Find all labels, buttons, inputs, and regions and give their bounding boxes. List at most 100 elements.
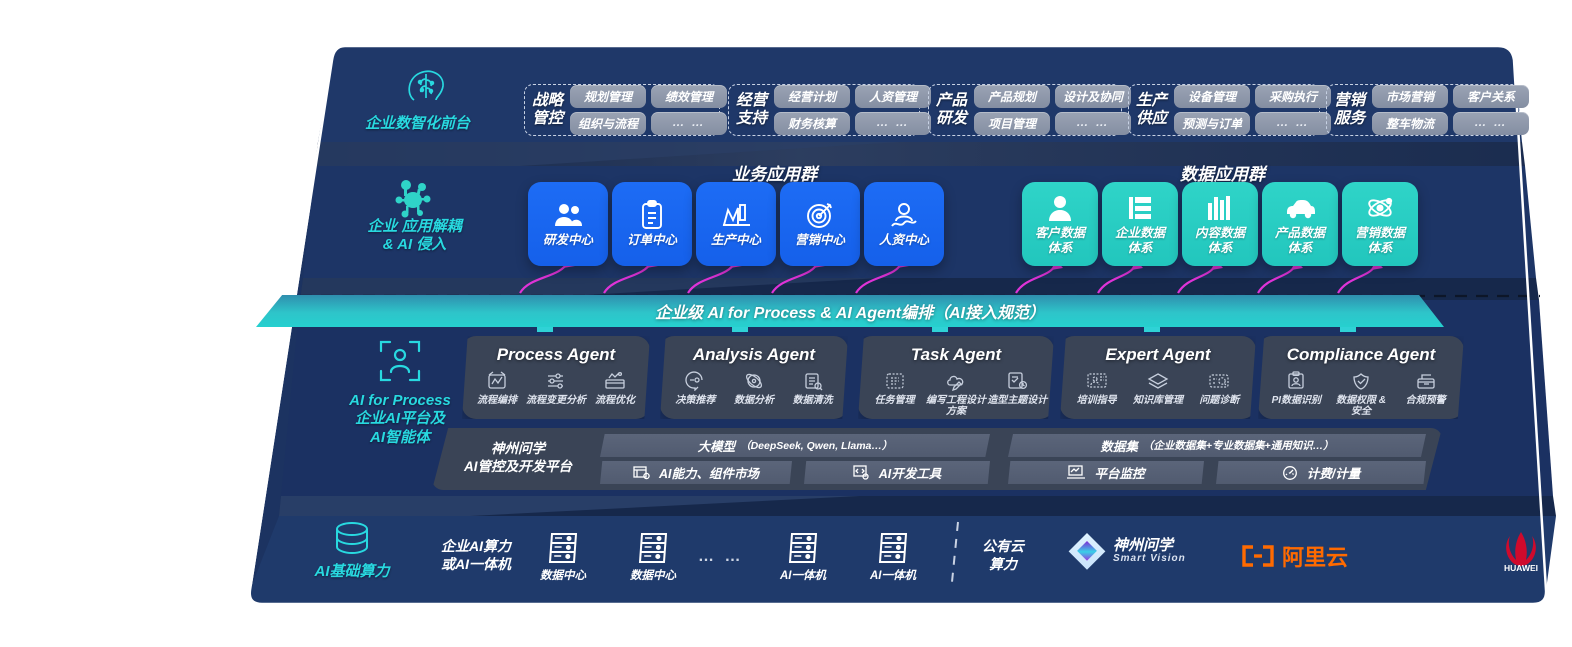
agent-item[interactable]: 问题诊断 [1189,370,1249,406]
platform-panel: 神州问学 AI管控及开发平台 大模型 （DeepSeek, Qwen, Llam… [432,428,1442,490]
strategy-group-5[interactable]: 营销 服务 市场营销 客户关系 整车物流… … [1326,84,1530,136]
strategy-pill[interactable]: 预测与订单 [1174,112,1251,135]
strategy-pill[interactable]: … … [1055,112,1132,135]
strategy-pill[interactable]: 人资管理 [855,85,932,108]
agent-item[interactable]: 编写工程设计方案 [926,370,986,417]
strategy-pill[interactable]: 产品规划 [974,85,1051,108]
strategy-pill[interactable]: 组织与流程 [570,112,647,135]
agent-item[interactable]: 流程变更分析 [526,370,586,406]
agent-item-label: 编写工程设计方案 [925,395,986,417]
strategy-pill[interactable]: … … [1453,112,1530,135]
platform-bar-dataset[interactable]: 数据集 （企业数据集+专业数据集+通用知识…） [1008,434,1426,457]
strategy-pill[interactable]: … … [1255,112,1332,135]
analysis-atom-icon [743,370,765,392]
platform-bar-llm[interactable]: 大模型 （DeepSeek, Qwen, Llama…） [600,434,990,457]
agent-item[interactable]: 决策推荐 [666,370,725,406]
person-chart-icon [889,200,919,230]
agent-card-3[interactable]: Task Agent 任务管理 编写工程设计方案 造型主题设计 [858,336,1054,419]
strategy-pill[interactable]: 设备管理 [1174,85,1251,108]
gauge-icon [1282,465,1298,481]
layers-icon [1147,370,1169,392]
market-icon [633,465,650,480]
agent-item[interactable]: 造型主题设计 [987,370,1047,406]
agent-item-label: 流程编排 [477,395,517,406]
logo-aliyun: 阿里云 [1240,540,1348,572]
agent-card-4[interactable]: Expert Agent 培训指导 知识库管理 问题诊断 [1060,336,1256,419]
infra-node-3[interactable]: AI一体机 [780,530,826,584]
business-app-card-4[interactable]: 营销中心 [780,182,860,266]
agent-item[interactable]: 培训指导 [1067,370,1127,406]
agent-item[interactable]: 知识库管理 [1128,370,1188,406]
target-icon [806,200,834,230]
task-grid-icon [884,370,906,392]
factory-icon [721,200,751,230]
agent-item[interactable]: PI数据识别 [1266,370,1326,406]
agent-title: Analysis Agent [692,345,816,364]
bars-icon [1206,193,1234,223]
business-app-card-3[interactable]: 生产中心 [696,182,776,266]
data-app-card-4[interactable]: 产品数据 体系 [1262,182,1338,266]
business-app-card-5[interactable]: 人资中心 [864,182,944,266]
server-icon [786,530,820,566]
agent-item-label: 数据权限 & 安全 [1335,395,1386,417]
agent-item[interactable]: 数据权限 & 安全 [1331,370,1391,417]
agent-card-1[interactable]: Process Agent 流程编排 流程变更分析 流程优化 [462,336,650,419]
strategy-pill[interactable]: 经营计划 [774,85,851,108]
business-app-card-2[interactable]: 订单中心 [612,182,692,266]
strategy-pill[interactable]: 整车物流 [1372,112,1449,135]
strategy-pill[interactable]: … … [651,112,728,135]
strategy-group-4[interactable]: 生产 供应 设备管理 采购执行 预测与订单… … [1128,84,1332,136]
strategy-group-1[interactable]: 战略 管控 规划管理 绩效管理 组织与流程… … [524,84,728,136]
strategy-pill[interactable]: 客户关系 [1453,85,1530,108]
agent-item[interactable]: 流程编排 [468,370,526,406]
data-app-card-1[interactable]: 客户数据 体系 [1022,182,1098,266]
data-app-card-3[interactable]: 内容数据 体系 [1182,182,1258,266]
data-app-card-2[interactable]: 企业数据 体系 [1102,182,1178,266]
platform-bar-market[interactable]: AI能力、组件市场 [600,461,792,484]
agent-item[interactable]: 任务管理 [865,370,925,406]
person-scan-icon [379,340,421,382]
agent-title: Expert Agent [1105,345,1211,364]
agent-item[interactable]: 合规预警 [1396,370,1456,406]
agent-item[interactable]: 流程优化 [586,370,644,406]
strategy-group-2[interactable]: 经营 支持 经营计划 人资管理 财务核算… … [728,84,932,136]
clipboard-icon [640,200,664,230]
huawei-flower-icon: HUAWEI [1504,532,1538,572]
strategy-group-title: 战略 管控 [532,92,564,127]
data-apps-title: 数据应用群 [1180,165,1265,184]
car-icon [1284,193,1316,223]
strategy-pill[interactable]: 财务核算 [774,112,851,135]
infra-node-2[interactable]: 数据中心 [630,530,676,584]
agent-item[interactable]: 数据分析 [725,370,784,406]
agent-title: Process Agent [496,345,616,364]
agent-item[interactable]: 数据清洗 [783,370,842,406]
strategy-pill[interactable]: 项目管理 [974,112,1051,135]
design-doc-icon [1006,370,1028,392]
platform-bar-billing[interactable]: 计费/计量 [1216,461,1426,484]
business-app-card-1[interactable]: 研发中心 [528,182,608,266]
infra-node-4[interactable]: AI一体机 [870,530,916,584]
write-cloud-icon [945,370,967,392]
strategy-pill[interactable]: 规划管理 [570,85,647,108]
strategy-group-3[interactable]: 产品 研发 产品规划 设计及协同 项目管理… … [928,84,1132,136]
platform-name: 神州问学 AI管控及开发平台 [464,441,572,475]
agent-item-label: 造型主题设计 [987,395,1048,406]
agent-card-5[interactable]: Compliance Agent PI数据识别 数据权限 & 安全 合规预警 [1258,336,1464,419]
infra-node-1[interactable]: 数据中心 [540,530,586,584]
server-icon [636,530,670,566]
strategy-pill[interactable]: 采购执行 [1255,85,1332,108]
strategy-pill[interactable]: 市场营销 [1372,85,1449,108]
logo-huawei: HUAWEI [1490,528,1552,572]
strategy-pill[interactable]: … … [855,112,932,135]
platform-bar-devtool[interactable]: AI开发工具 [804,461,990,484]
data-app-card-5[interactable]: 营销数据 体系 [1342,182,1418,266]
platform-bar-monitor[interactable]: 平台监控 [1008,461,1204,484]
strategy-pill[interactable]: 设计及协同 [1055,85,1132,108]
agent-item-label: 数据清洗 [792,395,833,406]
strategy-pill[interactable]: 绩效管理 [651,85,728,108]
agent-card-2[interactable]: Analysis Agent 决策推荐 数据分析 数据清洗 [660,336,848,419]
card-label: 订单中心 [626,233,677,248]
svg-text:HUAWEI: HUAWEI [1504,563,1538,572]
card-label: 营销数据 体系 [1354,225,1405,255]
